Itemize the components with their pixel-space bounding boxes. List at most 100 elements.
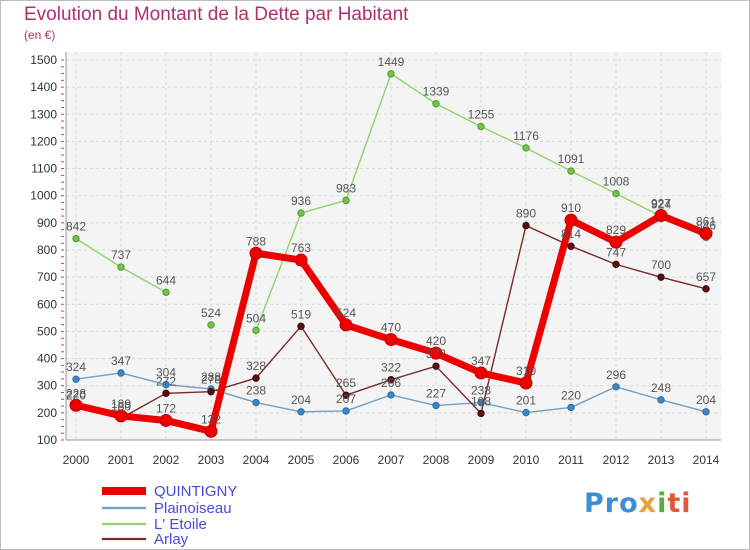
l-etoile-data-label: 1449 <box>378 55 405 69</box>
quintigny-point <box>699 226 713 240</box>
plainoiseau-data-label: 238 <box>471 384 491 398</box>
plainoiseau-data-label: 227 <box>426 387 446 401</box>
quintigny-data-label: 132 <box>201 412 221 426</box>
l-etoile-point <box>612 189 620 198</box>
quintigny-data-label: 927 <box>651 197 671 211</box>
l-etoile-data-label: 1008 <box>603 175 630 189</box>
l-etoile-point <box>297 209 305 217</box>
y-tick-label: 1400 <box>30 80 57 94</box>
arlay-data-label: 372 <box>426 347 446 361</box>
y-tick-label: 600 <box>37 297 57 311</box>
y-tick-label: 400 <box>37 352 57 366</box>
x-tick-label: 2007 <box>378 453 405 467</box>
l-etoile-point <box>432 100 440 108</box>
arlay-point <box>522 221 530 230</box>
arlay-point <box>252 374 260 382</box>
x-tick-label: 2005 <box>288 453 315 467</box>
plainoiseau-point <box>72 375 80 383</box>
l-etoile-data-label: 737 <box>111 248 131 262</box>
arlay-point <box>162 389 170 398</box>
quintigny-point <box>429 346 443 360</box>
x-tick-label: 2006 <box>333 453 360 467</box>
plainoiseau-data-label: 324 <box>66 360 86 374</box>
x-tick-label: 2002 <box>153 453 180 467</box>
x-tick-label: 2004 <box>243 453 270 467</box>
arlay-data-label: 328 <box>246 359 266 373</box>
plainoiseau-data-label: 266 <box>381 376 401 390</box>
quintigny-point <box>159 413 173 427</box>
plainoiseau-data-label: 204 <box>696 393 716 407</box>
quintigny-point <box>339 318 353 332</box>
l-etoile-data-label: 1255 <box>468 108 495 122</box>
l-etoile-data-label: 983 <box>336 181 356 195</box>
quintigny-data-label: 861 <box>696 214 716 228</box>
l-etoile-point <box>207 321 215 329</box>
arlay-point <box>702 285 710 293</box>
arlay-data-label: 657 <box>696 270 716 284</box>
quintigny-point <box>564 213 578 227</box>
quintigny-data-label: 470 <box>381 321 401 335</box>
l-etoile-data-label: 1176 <box>513 129 539 143</box>
plainoiseau-point <box>702 408 710 416</box>
y-tick-label: 900 <box>37 216 57 230</box>
l-etoile-point <box>117 263 125 271</box>
y-tick-label: 500 <box>37 324 57 338</box>
l-etoile-point <box>477 122 485 131</box>
plainoiseau-data-label: 238 <box>246 384 266 398</box>
quintigny-data-label: 788 <box>246 234 266 248</box>
x-tick-label: 2003 <box>198 453 225 467</box>
plainoiseau-point <box>342 407 350 415</box>
quintigny-point <box>519 376 533 390</box>
y-tick-label: 1500 <box>30 53 57 67</box>
plainoiseau-point <box>612 383 620 391</box>
plainoiseau-point <box>522 408 530 417</box>
quintigny-point <box>204 424 218 438</box>
x-tick-label: 2014 <box>693 453 720 467</box>
arlay-data-label: 220 <box>66 388 86 402</box>
y-tick-label: 200 <box>37 406 57 420</box>
l-etoile-data-label: 1339 <box>423 85 450 99</box>
l-etoile-data-label: 504 <box>246 311 266 325</box>
l-etoile-data-label: 846 <box>696 219 716 233</box>
plainoiseau-point <box>432 401 440 410</box>
x-tick-label: 2013 <box>648 453 675 467</box>
proxiti-logo: Proxiti <box>584 488 692 519</box>
quintigny-data-label: 763 <box>291 241 311 255</box>
plainoiseau-data-label: 207 <box>336 392 356 406</box>
y-tick-label: 1100 <box>31 162 57 176</box>
quintigny-point <box>69 398 83 412</box>
arlay-point <box>567 242 575 250</box>
chart-title: Evolution du Montant de la Dette par Hab… <box>24 4 409 25</box>
l-etoile-data-label: 936 <box>291 194 311 208</box>
arlay-point <box>342 391 350 399</box>
l-etoile-data-label: 842 <box>66 220 86 234</box>
quintigny-point <box>474 366 488 380</box>
plainoiseau-data-label: 248 <box>651 381 671 395</box>
arlay-point <box>657 273 665 281</box>
y-tick-label: 700 <box>37 270 57 284</box>
quintigny-data-label: 310 <box>516 364 536 378</box>
plainoiseau-point <box>657 396 665 404</box>
l-etoile-data-label: 644 <box>156 273 176 287</box>
arlay-data-label: 890 <box>516 207 536 221</box>
plainoiseau-data-label: 204 <box>291 393 311 407</box>
l-etoile-point <box>162 288 170 297</box>
quintigny-point <box>249 246 263 260</box>
l-etoile-point <box>252 326 260 335</box>
arlay-point <box>387 376 395 384</box>
chart-subtitle: (en €) <box>24 28 56 42</box>
arlay-data-label: 814 <box>561 227 581 241</box>
x-tick-label: 2008 <box>423 453 450 467</box>
y-tick-label: 1200 <box>30 134 57 148</box>
l-etoile-data-label: 924 <box>651 197 671 211</box>
arlay-point <box>207 387 215 396</box>
plainoiseau-point <box>567 403 575 412</box>
legend-label-quintigny: QUINTIGNY <box>154 483 237 500</box>
quintigny-data-label: 420 <box>426 334 446 348</box>
l-etoile-point <box>342 196 350 205</box>
quintigny-point <box>384 333 398 347</box>
quintigny-point <box>609 235 623 249</box>
y-tick-label: 1300 <box>30 107 57 121</box>
l-etoile-point <box>522 144 530 152</box>
